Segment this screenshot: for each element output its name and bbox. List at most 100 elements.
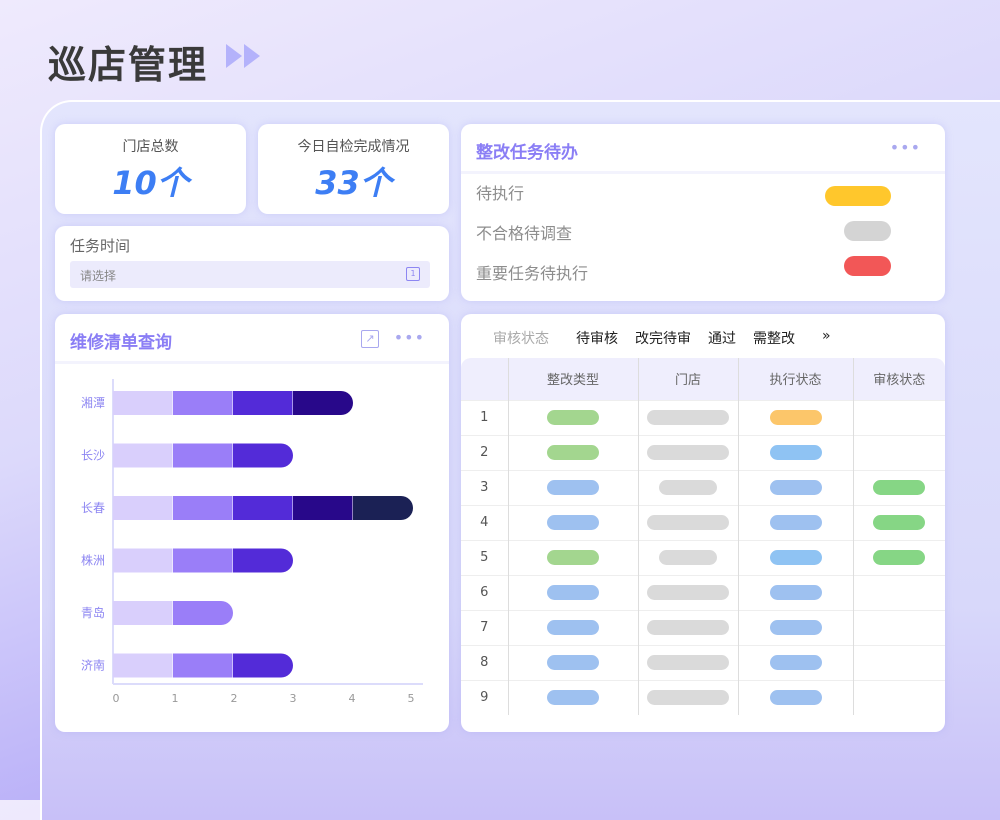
table-row[interactable]: 3 [461, 469, 945, 505]
bar-segment [233, 548, 293, 573]
todo-item-unqualified[interactable]: 不合格待调查 [476, 224, 573, 243]
cell-exec [737, 504, 853, 540]
cell-type [507, 679, 638, 715]
todo-item-important[interactable]: 重要任务待执行 [476, 264, 589, 283]
cell-store [637, 644, 738, 680]
table-row[interactable]: 5 [461, 539, 945, 575]
y-tick-label: 湘潭 [81, 395, 105, 410]
table-row[interactable]: 2 [461, 434, 945, 470]
x-tick-label: 4 [349, 692, 356, 705]
status-pill [769, 515, 822, 530]
audit-table-card: 审核状态 待审核 改完待审 通过 需整改 » 整改类型 门店 执行状态 审核状态… [461, 314, 945, 732]
status-pill [873, 480, 926, 495]
todo-pill [844, 256, 891, 276]
cell-audit [852, 434, 945, 470]
cell-exec [737, 469, 853, 505]
col-type: 整改类型 [507, 358, 638, 400]
cell-exec [737, 679, 853, 715]
row-index: 5 [461, 539, 508, 575]
bar-segment [173, 601, 233, 625]
row-index: 1 [461, 399, 508, 435]
cell-audit [852, 469, 945, 505]
row-index: 7 [461, 609, 508, 645]
audit-table: 整改类型 门店 执行状态 审核状态 1 2 3 4 5 6 7 8 9 [461, 358, 945, 715]
cell-exec [737, 609, 853, 645]
todo-pill [825, 186, 891, 206]
cell-store [637, 609, 738, 645]
tab-passed[interactable]: 通过 [708, 331, 736, 347]
bar-segment [113, 601, 173, 625]
cell-exec [737, 434, 853, 470]
bar-segment [293, 496, 353, 520]
bar-segment [173, 443, 233, 468]
bar-segment [233, 496, 293, 520]
task-time-label: 任务时间 [70, 237, 131, 255]
tab-needs-fix[interactable]: 需整改 [753, 331, 795, 347]
stat-label: 今日自检完成情况 [297, 139, 410, 155]
cell-store [637, 539, 738, 575]
cell-audit [852, 644, 945, 680]
row-index: 9 [461, 679, 508, 715]
cell-exec [737, 399, 853, 435]
share-icon[interactable]: ↗ [361, 330, 379, 348]
status-pill [547, 585, 599, 600]
bar-segment [233, 653, 293, 678]
x-tick-label: 3 [290, 692, 297, 705]
bar-segment [173, 496, 233, 520]
status-pill [873, 515, 926, 530]
status-pill [547, 690, 599, 706]
cell-store [637, 574, 738, 610]
more-icon[interactable]: ••• [393, 328, 425, 347]
col-store: 门店 [637, 358, 738, 400]
todo-card: 整改任务待办 ••• 待执行 不合格待调查 重要任务待执行 [461, 124, 945, 301]
cell-type [507, 399, 638, 435]
date-picker-input[interactable]: 请选择 1 [70, 261, 430, 288]
more-tabs-icon[interactable]: » [822, 328, 831, 344]
cell-type [507, 539, 638, 575]
stat-value: 10个 [112, 164, 189, 202]
y-tick-label: 青岛 [81, 605, 105, 620]
table-row[interactable]: 6 [461, 574, 945, 610]
y-tick-label: 长春 [81, 501, 105, 515]
cell-store [637, 399, 738, 435]
status-pill [547, 655, 599, 670]
y-tick-label: 株洲 [81, 553, 105, 568]
bar-segment [173, 653, 233, 678]
table-row[interactable]: 4 [461, 504, 945, 540]
more-icon[interactable]: ••• [889, 138, 921, 157]
status-pill [647, 410, 729, 425]
store-total-card: 门店总数 10个 [55, 124, 246, 214]
col-audit-status: 审核状态 [852, 358, 945, 400]
tab-pending-review[interactable]: 待审核 [576, 331, 618, 347]
x-tick-label: 5 [408, 692, 415, 705]
status-pill [769, 445, 822, 460]
tab-audit-status[interactable]: 审核状态 [493, 331, 549, 347]
status-pill [547, 515, 599, 530]
status-pill [547, 480, 599, 495]
todo-pill [844, 221, 891, 241]
status-pill [769, 620, 822, 635]
status-pill [769, 585, 822, 600]
table-row[interactable]: 7 [461, 609, 945, 645]
status-pill [647, 585, 729, 600]
cell-store [637, 434, 738, 470]
calendar-icon[interactable]: 1 [406, 267, 420, 281]
forward-arrows-icon [226, 44, 260, 68]
self-check-card: 今日自检完成情况 33个 [258, 124, 449, 214]
task-time-card: 任务时间 请选择 1 [55, 226, 449, 301]
cell-store [637, 469, 738, 505]
x-tick-label: 0 [113, 692, 120, 705]
status-pill [547, 550, 599, 565]
status-pill [769, 410, 822, 425]
table-row[interactable]: 1 [461, 399, 945, 435]
table-row[interactable]: 8 [461, 644, 945, 680]
table-row[interactable]: 9 [461, 679, 945, 715]
bar-segment [233, 443, 293, 468]
col-index [461, 358, 508, 400]
cell-audit [852, 679, 945, 715]
status-pill [647, 690, 729, 706]
todo-item-pending[interactable]: 待执行 [476, 184, 525, 203]
status-pill [659, 550, 717, 565]
tab-fixed-pending[interactable]: 改完待审 [635, 331, 691, 347]
